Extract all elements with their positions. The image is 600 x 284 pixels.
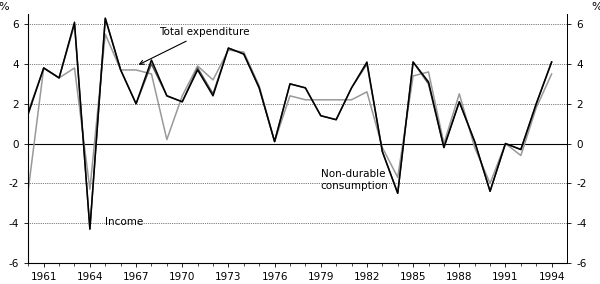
Text: Income: Income <box>105 217 143 227</box>
Text: Total expenditure: Total expenditure <box>140 27 250 64</box>
Text: Non-durable
consumption: Non-durable consumption <box>321 170 389 191</box>
Text: %: % <box>592 2 600 12</box>
Text: %: % <box>0 2 10 12</box>
